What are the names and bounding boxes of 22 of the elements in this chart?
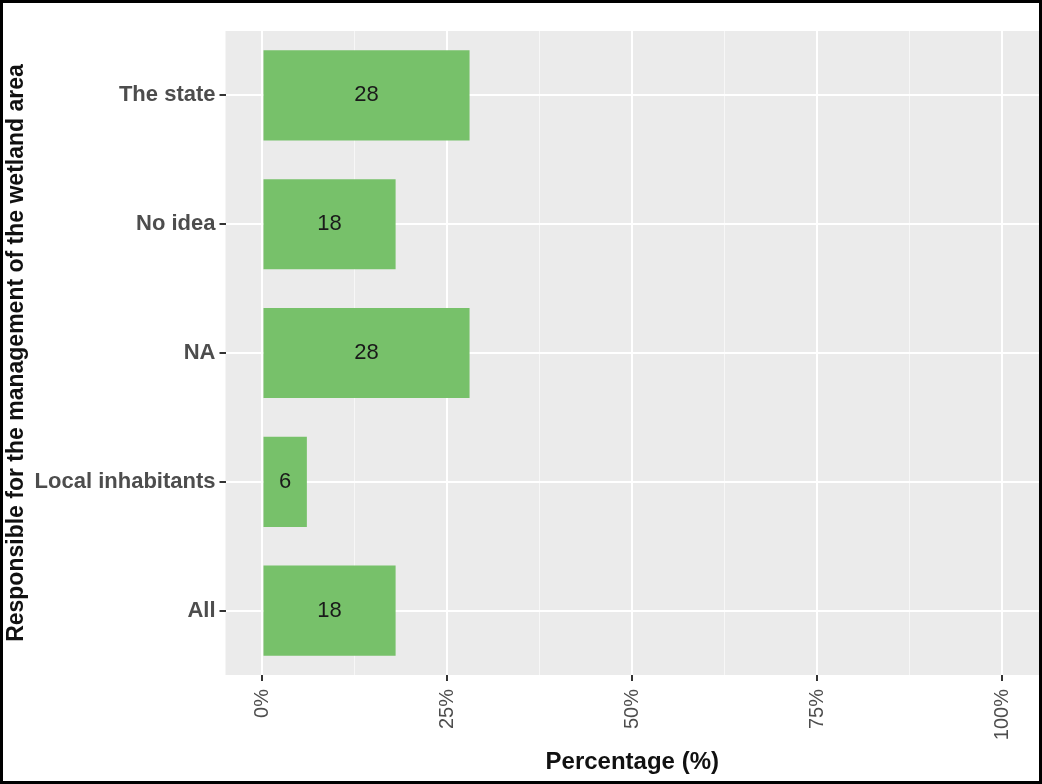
y-tick-label: NA bbox=[183, 339, 216, 365]
x-tick-label: 75% bbox=[804, 688, 827, 730]
x-axis-title: Percentage (%) bbox=[545, 747, 719, 775]
bar bbox=[263, 50, 470, 141]
x-tick-label: 25% bbox=[434, 688, 457, 730]
y-tick-label: No idea bbox=[136, 210, 217, 236]
bar bbox=[263, 179, 396, 270]
x-tick-label: 50% bbox=[619, 688, 642, 730]
data-label: 6 bbox=[279, 467, 292, 493]
x-tick-label: 100% bbox=[989, 688, 1012, 741]
y-tick-label: All bbox=[187, 596, 216, 622]
bar bbox=[263, 436, 307, 527]
data-label: 18 bbox=[317, 596, 342, 622]
y-axis-title: Responsible for the management of the wetland area bbox=[2, 63, 29, 642]
bar bbox=[263, 565, 396, 656]
bar bbox=[263, 307, 470, 399]
data-label: 28 bbox=[354, 339, 379, 365]
x-tick-label: 0% bbox=[250, 688, 272, 718]
data-label: 18 bbox=[317, 210, 342, 236]
y-tick-label: Local inhabitants bbox=[34, 467, 216, 493]
y-tick-label: The state bbox=[118, 81, 216, 107]
data-label: 28 bbox=[354, 81, 379, 107]
